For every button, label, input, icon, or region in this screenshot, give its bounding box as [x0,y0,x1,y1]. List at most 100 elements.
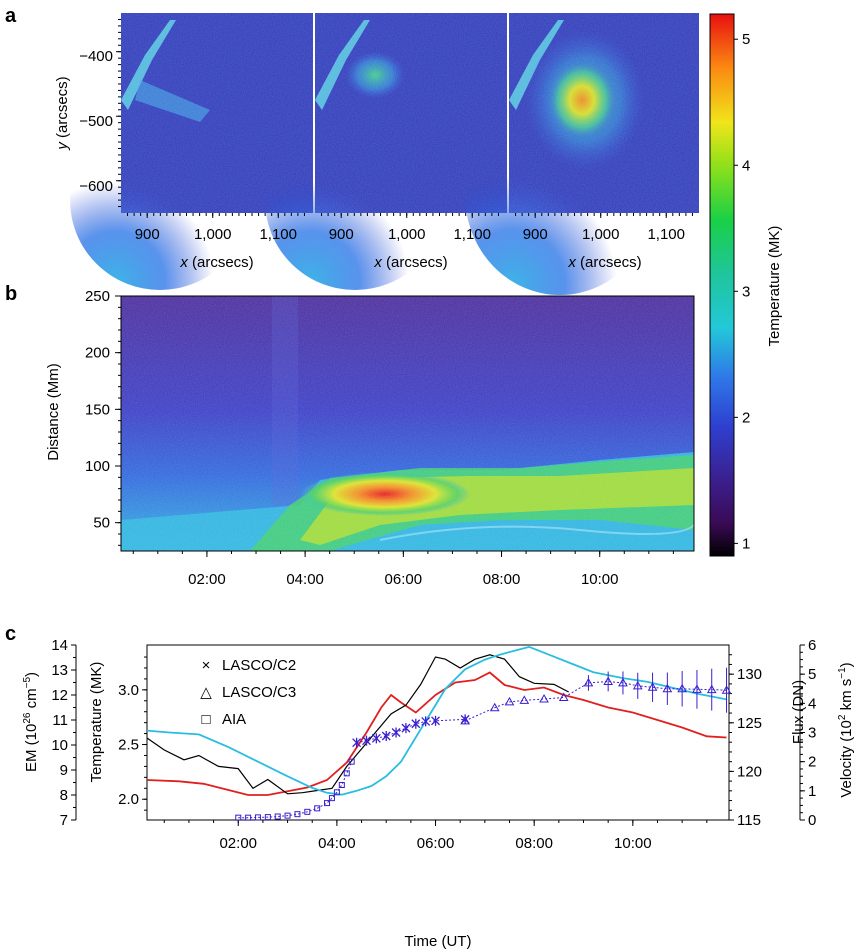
legend-marker: × [202,657,211,674]
em-series-line [146,671,727,796]
time-axis-label: Time (UT) [405,933,472,950]
legend-marker: △ [200,684,212,701]
colorbar-tick: 2 [742,409,750,426]
panel-a-letter: a [5,5,17,27]
velocity-tick: 4 [808,695,816,712]
panel-a-image-3 [465,13,699,295]
lasco-c3-point [706,684,717,694]
colorbar-tick: 5 [742,31,750,48]
lasco-c3-point [583,677,594,687]
lasco-c3-point [721,685,732,694]
colorbar: 1 2 3 4 5 Temperature (MK) [709,13,783,557]
panel-a-ytick: −500 [79,113,113,130]
lasco-c3-point [504,696,515,706]
panel-a-xlabel: x (arcsecs) [373,254,447,271]
legend-label: LASCO/C3 [222,684,296,701]
panel-b-ytick: 100 [85,458,110,475]
flux-tick: 120 [737,763,762,780]
panel-a-xtick: 900 [523,226,548,243]
em-tick: 11 [52,712,68,729]
lasco-c3-point [677,683,688,693]
lasco-c3-point [519,695,530,704]
em-tick: 12 [51,687,68,704]
panel-a-xtick: 1,100 [453,226,491,243]
lasco-c2-point [362,735,371,746]
panel-a-image-2 [265,13,507,290]
flux-series-line [146,645,727,796]
panel-c-letter: c [5,623,16,645]
time-tick: 08:00 [515,835,553,852]
panel-a-xtick: 1,000 [388,226,426,243]
panel-b-letter: b [5,283,17,305]
panel-b-xtick: 02:00 [188,571,226,588]
colorbar-tick: 1 [742,535,750,552]
panel-a-xtick: 900 [135,226,160,243]
lasco-c3-point [692,684,702,693]
panel-b-ytick: 50 [93,515,110,532]
aia-point [245,814,252,821]
temperature-axis-label: Temperature (MK) [88,662,105,783]
lasco-c3-point [460,715,470,725]
lasco-c3-point [618,677,628,687]
aia-point [333,789,340,796]
flux-tick: 130 [737,666,762,683]
aia-point [264,814,271,821]
panel-a-xtick: 1,000 [194,226,232,243]
flux-tick: 125 [737,715,762,732]
panel-b-ytick: 150 [85,401,110,418]
lasco-c2-point [391,727,401,738]
panel-a-xlabel: x (arcsecs) [179,254,253,271]
panel-c: 78910111213142.02.53.0115120125130012345… [22,637,855,950]
panel-b-ytick: 250 [85,288,110,305]
flux-tick: 115 [737,812,761,829]
velocity-series-line [356,718,466,744]
velocity-tick: 2 [808,754,816,771]
panel-a-ytick: −600 [79,178,113,195]
panel-b-ytick: 200 [85,345,110,362]
lasco-c2-point [401,723,411,734]
time-tick: 06:00 [417,835,455,852]
lasco-c2-point [381,731,391,741]
aia-point [338,782,345,788]
lasco-c3-point [632,680,643,690]
velocity-series-line [238,761,353,819]
panel-b-xtick: 04:00 [286,571,324,588]
temperature-tick: 2.5 [118,737,139,754]
aia-point [284,812,291,819]
em-axis-label: EM (1026 cm−5) [22,672,40,772]
time-tick: 02:00 [219,835,257,852]
time-tick: 04:00 [318,835,356,852]
aia-point [254,814,261,821]
temperature-tick: 3.0 [118,682,139,699]
panel-b-ylabel: Distance (Mm) [45,363,62,461]
panel-a-ytick: −400 [79,48,113,65]
aia-point [343,770,350,777]
velocity-tick: 5 [808,666,816,683]
aia-point [304,808,311,815]
legend-label: LASCO/C2 [222,657,296,674]
lasco-c2-point [431,715,440,726]
lasco-c3-point [647,682,658,691]
panel-b: 250 200 150 100 50 02:00 04:00 06:00 08:00 10:00… [45,288,695,588]
aia-point [314,805,321,812]
panel-a-ylabel: y (arcsecs) [54,76,71,150]
velocity-tick: 1 [808,783,816,800]
lasco-c3-point [603,676,614,685]
aia-point [294,811,301,818]
panel-a-xtick: 1,000 [582,226,620,243]
legend: × LASCO/C2 △ LASCO/C3 □ AIA [200,657,296,728]
em-tick: 13 [51,662,68,679]
legend-label: AIA [222,711,246,728]
lasco-c2-point [352,737,362,748]
colorbar-label: Temperature (MK) [766,226,783,347]
em-tick: 7 [60,812,68,829]
em-tick: 10 [51,737,68,754]
panel-a-xtick: 900 [329,226,354,243]
panel-b-xtick: 08:00 [483,571,521,588]
colorbar-gradient [709,13,735,557]
time-tick: 10:00 [614,835,652,852]
velocity-tick: 3 [808,725,816,742]
flux-axis-label: Flux (DN) [790,680,807,744]
em-tick: 8 [60,787,68,804]
